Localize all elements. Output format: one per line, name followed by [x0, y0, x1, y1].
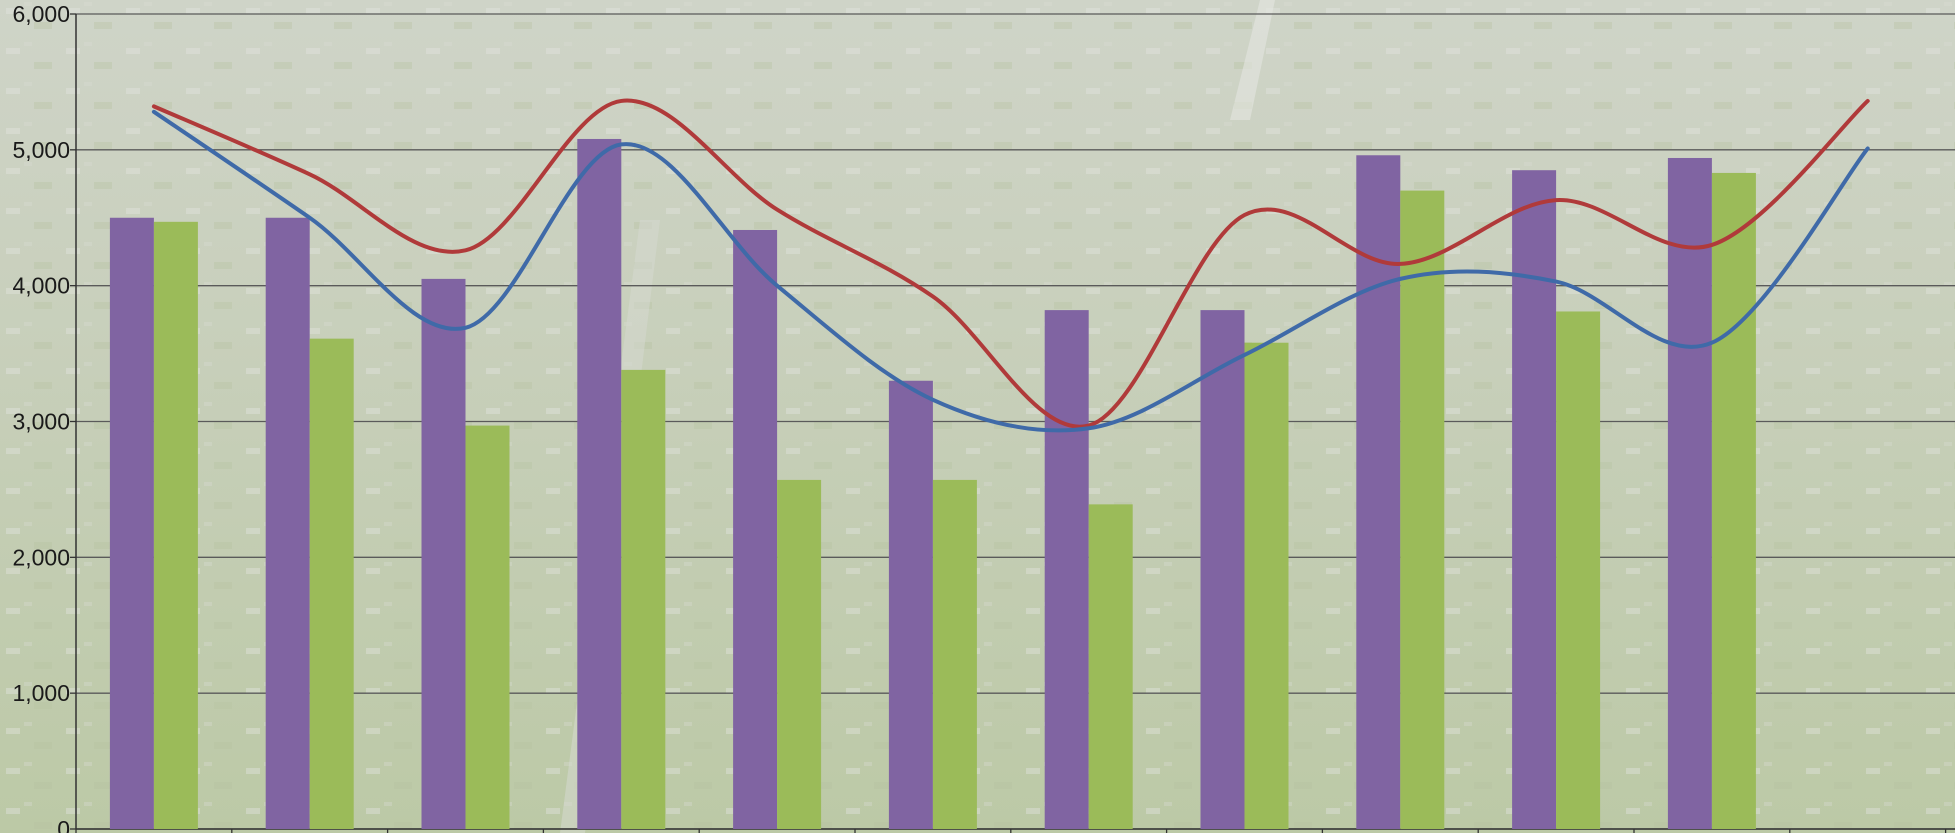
- y-tick-label: 3,000: [12, 409, 70, 435]
- bar-series-2: [465, 425, 510, 829]
- axis-layer: [70, 13, 1955, 833]
- bar-series-1: [888, 380, 933, 829]
- label-layer: 0 1,000 2,000 3,000 4,000 5,000 6,000: [12, 1, 70, 833]
- bar-layer: [109, 138, 1756, 830]
- bar-series-2: [621, 369, 666, 829]
- bar-series-1: [421, 278, 466, 829]
- y-tick-label: 1,000: [12, 680, 70, 706]
- bar-series-1: [577, 138, 622, 829]
- photo-highway: [1230, 0, 1275, 120]
- bar-series-1: [109, 217, 154, 829]
- bar-series-1: [733, 229, 778, 830]
- bar-series-2: [1556, 311, 1601, 830]
- bar-series-1: [1356, 155, 1401, 829]
- bar-series-2: [1400, 190, 1445, 830]
- bar-series-2: [153, 221, 198, 829]
- bar-series-2: [1711, 172, 1756, 830]
- bar-series-1: [265, 217, 310, 829]
- y-tick-label: 5,000: [12, 137, 70, 163]
- bar-series-2: [777, 479, 822, 829]
- bar-series-2: [1088, 504, 1133, 829]
- line-layer: [151, 98, 1870, 433]
- bar-series-1: [1044, 310, 1089, 829]
- line-series-1: [151, 98, 1870, 429]
- line-series-2: [151, 109, 1870, 433]
- bar-series-1: [1512, 170, 1557, 830]
- bar-series-1: [1667, 157, 1712, 829]
- bar-series-1: [1200, 310, 1245, 829]
- bar-series-2: [932, 479, 977, 829]
- y-tick-label: 0: [57, 816, 70, 833]
- bar-series-2: [1244, 342, 1289, 829]
- bar-series-2: [309, 338, 354, 829]
- y-tick-label: 4,000: [12, 273, 70, 299]
- y-tick-label: 2,000: [12, 544, 70, 570]
- y-tick-label: 6,000: [12, 1, 70, 27]
